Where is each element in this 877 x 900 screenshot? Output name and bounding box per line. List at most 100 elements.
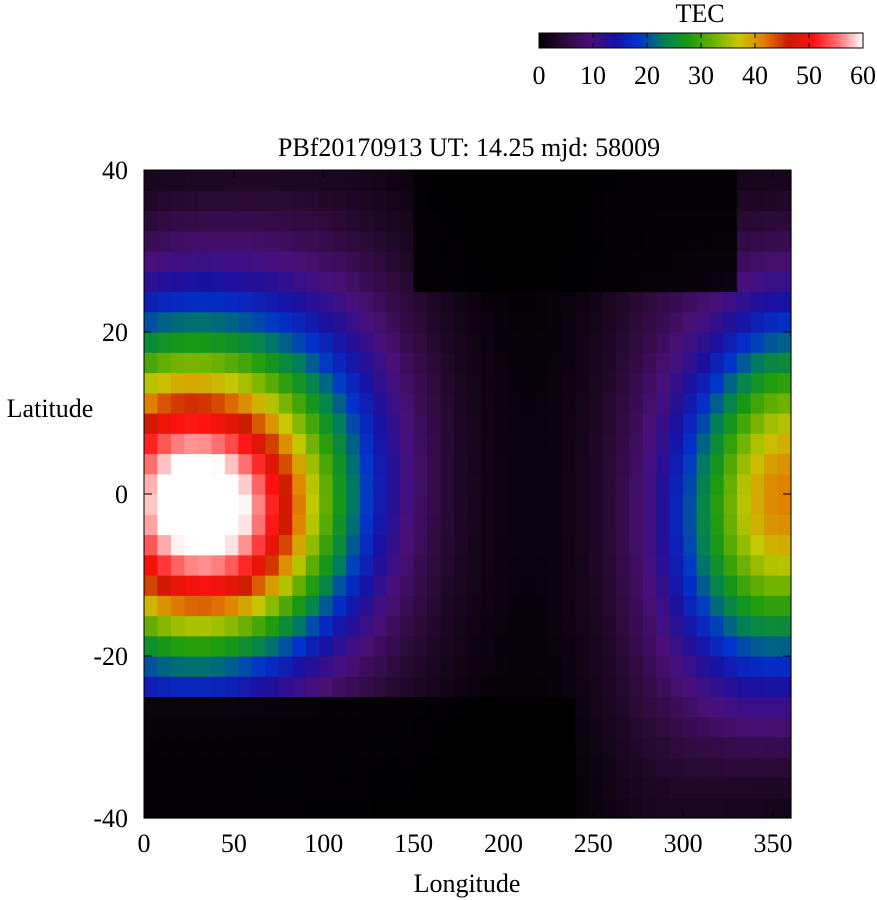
heatmap-cell [292, 615, 307, 637]
heatmap-cell [305, 494, 320, 515]
heatmap-cell [777, 170, 792, 191]
heatmap-cell [629, 230, 644, 252]
heatmap-cell [494, 453, 509, 475]
heatmap-cell [157, 595, 172, 617]
heatmap-cell [494, 392, 509, 414]
heatmap-cell [764, 716, 779, 738]
heatmap-cell [588, 453, 603, 475]
heatmap-cell [561, 777, 576, 799]
heatmap-cell [346, 595, 361, 617]
heatmap-cell [332, 210, 347, 232]
heatmap-cell [427, 170, 442, 191]
heatmap-cell [534, 615, 549, 637]
heatmap-cell [588, 372, 603, 394]
heatmap-cell [359, 210, 374, 232]
heatmap-cell [373, 473, 388, 495]
heatmap-cell [669, 777, 684, 799]
heatmap-cell [292, 392, 307, 414]
heatmap-cell [238, 494, 253, 515]
heatmap-cell [480, 696, 496, 718]
heatmap-cell [615, 595, 630, 617]
heatmap-cell [602, 332, 617, 353]
heatmap-cell [467, 777, 482, 799]
heatmap-cell [764, 534, 779, 556]
heatmap-cell [332, 433, 347, 455]
heatmap-cell [629, 534, 644, 556]
heatmap-cell [373, 230, 388, 252]
heatmap-cell [507, 170, 523, 191]
heatmap-cell [373, 615, 388, 637]
heatmap-cell [696, 372, 711, 394]
heatmap-cell [224, 635, 239, 657]
colorbar-tick-label: 20 [634, 61, 660, 90]
heatmap-cell [278, 473, 293, 495]
heatmap-cell [427, 676, 442, 698]
heatmap-cell [669, 433, 684, 455]
heatmap-cell [575, 433, 590, 455]
heatmap-cell [144, 514, 159, 536]
heatmap-cell [157, 797, 172, 819]
heatmap-cell [427, 635, 442, 657]
heatmap-cell [332, 575, 347, 596]
heatmap-cell [373, 311, 388, 333]
heatmap-cell [238, 453, 253, 475]
heatmap-cell [251, 392, 266, 414]
heatmap-cell [534, 413, 549, 434]
heatmap-cell [737, 352, 752, 374]
heatmap-cell [507, 332, 523, 353]
heatmap-cell [386, 494, 401, 515]
heatmap-cell [723, 413, 738, 434]
heatmap-cell [346, 433, 361, 455]
heatmap-cell [238, 352, 253, 374]
heatmap-cell [454, 554, 469, 576]
heatmap-cell [683, 554, 698, 576]
heatmap-cell [507, 271, 523, 293]
heatmap-cell [427, 190, 442, 212]
heatmap-cell [278, 595, 293, 617]
heatmap-cell [548, 473, 563, 495]
heatmap-cell [521, 575, 536, 596]
heatmap-cell [764, 170, 779, 191]
heatmap-cell [588, 352, 603, 374]
heatmap-cell [346, 777, 361, 799]
heatmap-cell [238, 372, 253, 394]
heatmap-cell [184, 676, 199, 698]
heatmap-cell [386, 413, 401, 434]
heatmap-cell [534, 392, 549, 414]
heatmap-cell [332, 271, 347, 293]
heatmap-cell [683, 453, 698, 475]
heatmap-cell [467, 453, 482, 475]
heatmap-cell [588, 797, 603, 819]
heatmap-cell [710, 271, 725, 293]
heatmap-cell [723, 514, 738, 536]
heatmap-cell [723, 696, 738, 718]
heatmap-cell [278, 453, 293, 475]
heatmap-cell [764, 210, 779, 232]
heatmap-cell [454, 676, 469, 698]
heatmap-cell [157, 534, 172, 556]
heatmap-cell [265, 575, 280, 596]
heatmap-cell [467, 757, 482, 779]
heatmap-cell [534, 534, 549, 556]
heatmap-cell [184, 433, 199, 455]
heatmap-cell [642, 311, 657, 333]
heatmap-cell [305, 230, 320, 252]
heatmap-cell [683, 737, 698, 758]
heatmap-cell [400, 757, 415, 779]
heatmap-cell [750, 291, 765, 313]
heatmap-cell [548, 777, 563, 799]
heatmap-cell [669, 797, 684, 819]
heatmap-cell [764, 453, 779, 475]
heatmap-cell [224, 757, 239, 779]
heatmap-cell [548, 372, 563, 394]
heatmap-cell [413, 635, 428, 657]
heatmap-cell [157, 716, 172, 738]
heatmap-cell [561, 575, 576, 596]
heatmap-cell [359, 332, 374, 353]
colorbar-tick-label: 40 [742, 61, 768, 90]
heatmap-cell [750, 575, 765, 596]
heatmap-cell [710, 757, 725, 779]
heatmap-cell [413, 656, 428, 677]
heatmap-cell [184, 696, 199, 718]
